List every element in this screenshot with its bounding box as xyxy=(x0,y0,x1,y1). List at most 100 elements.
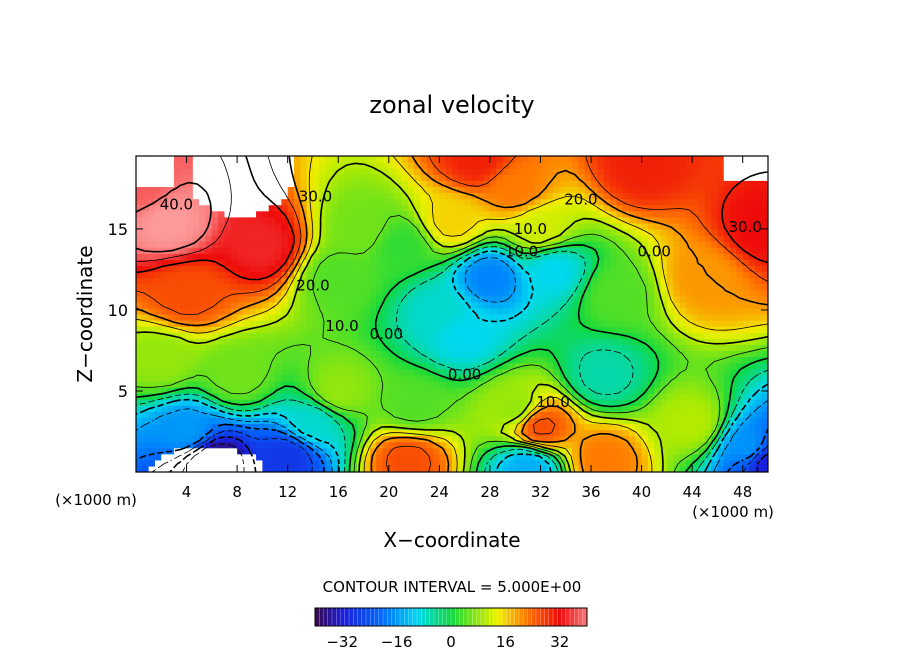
heatmap-cell xyxy=(180,271,188,279)
heatmap-cell xyxy=(325,174,333,181)
heatmap-cell xyxy=(192,362,200,370)
heatmap-cell xyxy=(180,386,188,394)
heatmap-cell xyxy=(331,435,339,443)
heatmap-cell xyxy=(711,447,719,455)
heatmap-cell xyxy=(199,453,207,461)
heatmap-cell xyxy=(641,399,649,406)
heatmap-cell xyxy=(369,210,377,218)
heatmap-cell xyxy=(439,447,447,455)
heatmap-cell xyxy=(420,356,428,364)
heatmap-cell xyxy=(483,453,491,461)
heatmap-cell xyxy=(388,411,396,418)
heatmap-cell xyxy=(508,338,516,345)
heatmap-cell xyxy=(275,180,282,187)
heatmap-cell xyxy=(300,386,308,394)
heatmap-cell xyxy=(300,320,308,327)
heatmap-cell xyxy=(300,301,308,309)
heatmap-cell xyxy=(553,204,561,212)
heatmap-cell xyxy=(578,180,586,187)
heatmap-cell xyxy=(300,441,308,449)
heatmap-cell xyxy=(414,338,421,345)
heatmap-cell xyxy=(426,204,434,212)
heatmap-cell xyxy=(275,429,282,437)
heatmap-cell xyxy=(641,235,649,242)
heatmap-cell xyxy=(173,295,181,303)
heatmap-cell xyxy=(584,156,592,163)
heatmap-cell xyxy=(331,247,339,254)
heatmap-cell xyxy=(268,338,276,345)
heatmap-cell xyxy=(306,295,314,303)
heatmap-cell xyxy=(470,362,478,370)
heatmap-cell xyxy=(224,386,232,394)
heatmap-cell xyxy=(154,192,162,200)
heatmap-cell xyxy=(180,441,188,449)
heatmap-cell xyxy=(325,380,333,388)
heatmap-cell xyxy=(142,380,150,388)
heatmap-cell xyxy=(281,186,289,194)
heatmap-cell xyxy=(470,332,478,339)
heatmap-cell xyxy=(477,417,485,424)
heatmap-cell xyxy=(230,386,238,394)
heatmap-cell xyxy=(262,186,270,194)
heatmap-cell xyxy=(382,405,390,412)
heatmap-cell xyxy=(275,441,282,449)
heatmap-cell xyxy=(553,368,561,376)
heatmap-cell xyxy=(622,162,630,169)
heatmap-cell xyxy=(161,222,169,230)
heatmap-cell xyxy=(584,405,592,412)
heatmap-cell xyxy=(268,411,276,418)
heatmap-cell xyxy=(496,399,504,406)
heatmap-cell xyxy=(616,374,624,382)
heatmap-cell xyxy=(401,368,409,376)
heatmap-cell xyxy=(717,259,725,266)
heatmap-cell xyxy=(527,162,535,169)
heatmap-cell xyxy=(540,314,548,321)
heatmap-cell xyxy=(553,435,561,443)
heatmap-cell xyxy=(205,162,213,169)
heatmap-cell xyxy=(388,156,396,163)
heatmap-cell xyxy=(711,174,719,181)
heatmap-cell xyxy=(452,441,459,449)
heatmap-cell xyxy=(395,423,403,431)
heatmap-cell xyxy=(502,192,510,200)
heatmap-cell xyxy=(489,228,497,236)
heatmap-cell xyxy=(730,289,737,297)
heatmap-cell xyxy=(597,295,605,303)
heatmap-cell xyxy=(275,368,282,376)
heatmap-cell xyxy=(572,411,579,418)
heatmap-cell xyxy=(654,459,662,467)
heatmap-cell xyxy=(458,289,466,297)
heatmap-cell xyxy=(572,277,579,285)
heatmap-cell xyxy=(148,265,156,273)
heatmap-cell xyxy=(723,283,731,291)
heatmap-cell xyxy=(603,162,611,169)
heatmap-cell xyxy=(237,332,245,339)
heatmap-cell xyxy=(369,271,377,279)
heatmap-cell xyxy=(711,192,719,200)
heatmap-cell xyxy=(723,386,731,394)
heatmap-cell xyxy=(717,204,725,212)
heatmap-cell xyxy=(603,192,611,200)
heatmap-cell xyxy=(136,459,143,467)
heatmap-cell xyxy=(344,235,352,242)
heatmap-cell xyxy=(666,295,674,303)
heatmap-cell xyxy=(420,204,428,212)
heatmap-cell xyxy=(357,405,365,412)
heatmap-cell xyxy=(565,417,573,424)
heatmap-cell xyxy=(363,235,371,242)
heatmap-cell xyxy=(237,192,245,200)
heatmap-cell xyxy=(458,247,466,254)
heatmap-cell xyxy=(312,180,320,187)
heatmap-cell xyxy=(559,271,567,279)
heatmap-cell xyxy=(338,320,346,327)
heatmap-cell xyxy=(572,216,579,224)
heatmap-cell xyxy=(489,301,497,309)
heatmap-cell xyxy=(401,465,409,472)
heatmap-cell xyxy=(445,210,453,218)
heatmap-cell xyxy=(218,362,226,370)
heatmap-cell xyxy=(338,362,346,370)
heatmap-cell xyxy=(553,289,561,297)
heatmap-cell xyxy=(243,314,251,321)
heatmap-cell xyxy=(344,222,352,230)
heatmap-cell xyxy=(679,332,687,339)
